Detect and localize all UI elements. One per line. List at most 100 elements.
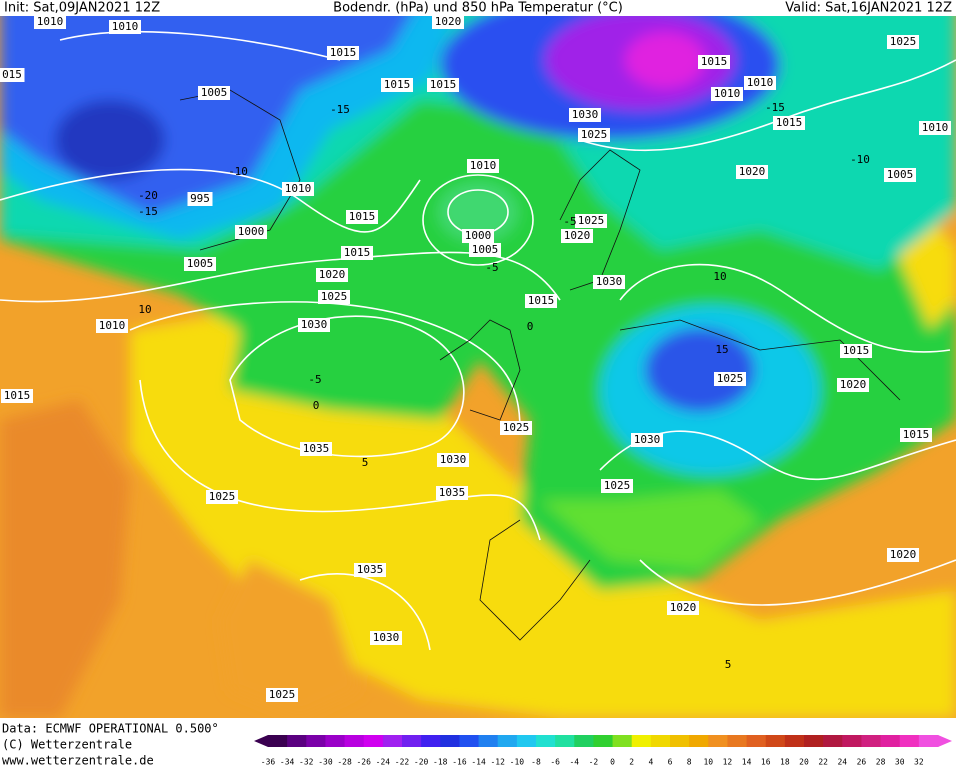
scale-label: 4	[648, 758, 653, 767]
scale-label: 30	[895, 758, 905, 767]
scale-label: 18	[780, 758, 790, 767]
scale-label: 24	[837, 758, 847, 767]
isobar-label: 1025	[581, 128, 608, 141]
isobar-label: 1030	[301, 318, 328, 331]
isobar-label: 1020	[840, 378, 867, 391]
isobar-label-box	[370, 631, 402, 645]
isobar-label: 1015	[903, 428, 930, 441]
isobar-label-box	[887, 35, 919, 49]
isotherm-label: 10	[713, 270, 726, 283]
scale-label: -4	[569, 758, 579, 767]
isobar-label-box	[578, 128, 610, 142]
scale-label: -14	[471, 758, 486, 767]
scale-label: 6	[668, 758, 673, 767]
scale-label: -20	[414, 758, 429, 767]
scale-swatch	[842, 735, 862, 747]
scale-swatch	[612, 735, 633, 747]
scale-swatch	[536, 735, 556, 747]
scale-label: -6	[550, 758, 560, 767]
scale-label: -22	[395, 758, 410, 767]
scale-label: -26	[356, 758, 371, 767]
isobar-label: 1015	[430, 78, 457, 91]
scale-swatch	[650, 735, 671, 747]
isobar-label: 1035	[357, 563, 384, 576]
isobar-label: 1015	[528, 294, 555, 307]
isobar-label-box	[187, 192, 213, 206]
isobar-label: 1005	[472, 243, 499, 256]
isobar-label: 995	[190, 192, 210, 205]
isobar-label-box	[381, 78, 413, 92]
isobar-label-box	[736, 165, 768, 179]
scale-label: 32	[914, 758, 924, 767]
copyright: (C) Wetterzentrale	[2, 738, 132, 752]
isobar-label-box	[235, 225, 267, 239]
isobar-label: 1030	[634, 433, 661, 446]
isobar-label-box	[198, 86, 230, 100]
isobar-label: 1025	[503, 421, 530, 434]
scale-swatch	[823, 735, 843, 747]
isobar-label: 1015	[843, 344, 870, 357]
scale-swatch	[784, 735, 805, 747]
isobar-label-box	[437, 453, 469, 467]
isobar-label-box	[354, 563, 386, 577]
isobar-label-box	[575, 214, 607, 228]
isobar-label-box	[744, 76, 776, 90]
isobar-label-box	[432, 15, 464, 29]
isobar-label: 1010	[714, 87, 741, 100]
isobar-label: 1000	[238, 225, 265, 238]
isotherm-label: -10	[228, 165, 248, 178]
isobar-label-box	[840, 344, 872, 358]
isobar-label-box	[773, 116, 805, 130]
init-time: Init: Sat,09JAN2021 12Z	[4, 1, 160, 16]
isobar-label-box	[96, 319, 128, 333]
isotherm-label: -15	[138, 205, 158, 218]
scale-label: -10	[510, 758, 525, 767]
scale-label: 22	[818, 758, 828, 767]
isobar-label: 1025	[604, 479, 631, 492]
isobar-label-box	[884, 168, 916, 182]
isobar-label-box	[316, 268, 348, 282]
scale-swatch	[689, 735, 709, 747]
isobar-label: 1010	[112, 20, 139, 33]
scale-swatch	[708, 735, 728, 747]
scale-arrow-left	[254, 735, 268, 747]
isobar-label-box	[300, 442, 332, 456]
isobar-label-box	[837, 378, 869, 392]
scale-label: -24	[376, 758, 391, 767]
isobar-label-box	[900, 428, 932, 442]
scale-swatch	[325, 735, 346, 747]
map-title: Bodendr. (hPa) und 850 hPa Temperatur (°…	[333, 1, 623, 16]
scale-label: 26	[857, 758, 867, 767]
isobar-label: 1030	[596, 275, 623, 288]
isobar-label-box	[206, 490, 238, 504]
isobar-label: 1035	[303, 442, 330, 455]
isotherm-label: 15	[715, 343, 728, 356]
scale-swatch	[555, 735, 575, 747]
scale-swatch	[746, 735, 767, 747]
scale-swatch	[363, 735, 384, 747]
isobar-label-box	[109, 20, 141, 34]
scale-swatch	[727, 735, 748, 747]
scale-label: -30	[318, 758, 333, 767]
isobar-label: 1025	[269, 688, 296, 701]
isotherm-label: 5	[725, 658, 732, 671]
isobar-label: 1025	[209, 490, 236, 503]
scale-label: -28	[337, 758, 352, 767]
scale-label: 0	[610, 758, 615, 767]
scale-swatch	[344, 735, 365, 747]
isobar-label: 1015	[701, 55, 728, 68]
isobar-label: 1025	[890, 35, 917, 48]
scale-label: 20	[799, 758, 809, 767]
scale-swatch	[765, 735, 786, 747]
isobar-label: 1015	[776, 116, 803, 129]
scale-swatch	[497, 735, 518, 747]
isobar-label: 1005	[887, 168, 914, 181]
scale-swatch	[516, 735, 537, 747]
isobar-label: 1015	[349, 210, 376, 223]
scale-swatch	[478, 735, 499, 747]
isobar-label-box	[266, 688, 298, 702]
scale-swatch	[306, 735, 326, 747]
isobar-label: 1020	[435, 15, 462, 28]
isobar-label-box	[525, 294, 557, 308]
